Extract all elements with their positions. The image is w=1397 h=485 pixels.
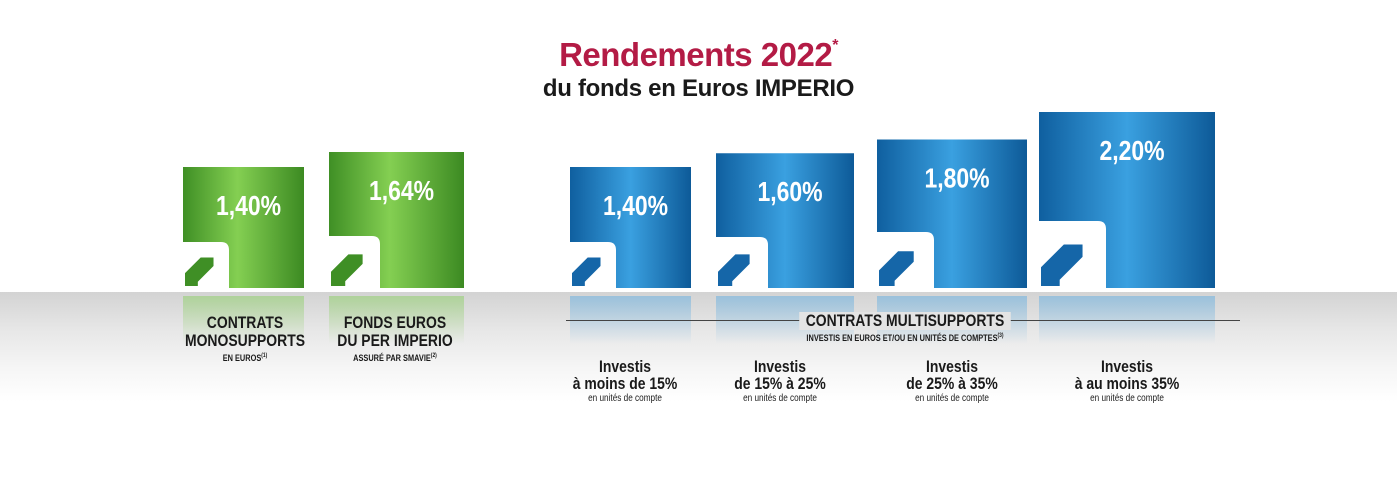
bar-value-label-1: 1,40% xyxy=(216,191,281,222)
arrow-icon-6 xyxy=(1041,244,1083,286)
arrow-icon-4 xyxy=(718,254,750,286)
chart-title: Rendements 2022* xyxy=(559,36,838,73)
arrow-icon-2 xyxy=(331,254,363,286)
arrow-icon-1 xyxy=(185,257,214,286)
caption-invest-3: Investis de 25% à 35% en unités de compt… xyxy=(906,357,998,404)
bar-reflection-2 xyxy=(329,296,464,344)
bar-value-label-2: 1,64% xyxy=(369,176,434,207)
bar-1: 1,40% xyxy=(183,167,304,344)
bar-2: 1,64% xyxy=(329,152,464,344)
bar-value-label-3: 1,40% xyxy=(603,191,668,222)
bar-3: 1,40% xyxy=(570,167,691,344)
bar-value-label-5: 1,80% xyxy=(924,163,989,194)
bar-value-label-6: 2,20% xyxy=(1099,136,1164,167)
title-footnote-mark: * xyxy=(832,37,838,54)
caption-per-imperio: FONDS EUROS DU PER IMPERIO ASSURÉ PAR SM… xyxy=(337,313,453,364)
bar-value-label-4: 1,60% xyxy=(757,177,822,208)
bar-5: 1,80% xyxy=(877,139,1027,344)
caption-invest-1: Investis à moins de 15% en unités de com… xyxy=(572,357,678,404)
arrow-icon-3 xyxy=(572,257,601,286)
caption-multisupports: CONTRATS MULTISUPPORTS INVESTIS EN EUROS… xyxy=(753,312,1056,344)
bar-6: 2,20% xyxy=(1039,112,1215,344)
bar-reflection-1 xyxy=(183,296,304,344)
caption-invest-2: Investis de 15% à 25% en unités de compt… xyxy=(734,357,826,404)
caption-invest-4: Investis à au moins 35% en unités de com… xyxy=(1074,357,1180,404)
arrow-icon-5 xyxy=(879,251,914,286)
caption-monosupports: CONTRATS MONOSUPPORTS EN EUROS(1) xyxy=(184,313,306,364)
chart-subtitle: du fonds en Euros IMPERIO xyxy=(542,75,855,102)
